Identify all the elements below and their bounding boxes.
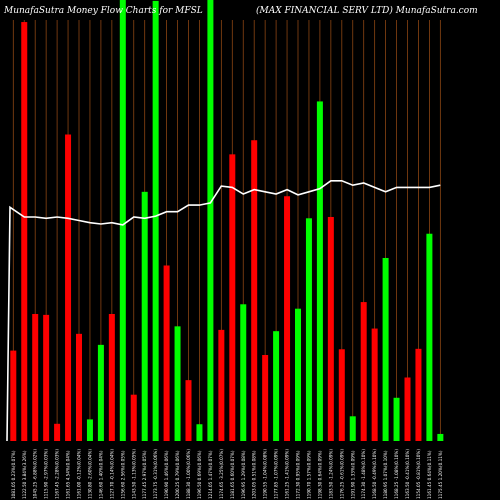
bar-27 [295,308,301,441]
x-tick-label: 1146.60 1.40%(0.04%) [98,450,103,499]
bar-22 [240,304,247,441]
x-tick-label: 1181.65 0.60%(0.07%) [230,450,235,499]
bar-5 [54,423,61,441]
x-tick-label: 1122.50 3.84%(3.26%) [22,450,27,499]
bar-35 [382,257,389,441]
x-tick-label: 1214.05 1.47%(0.07%) [208,450,213,499]
x-tick-label: 1161.65 4.54%(0.04%) [66,450,71,499]
x-tick-label: 1143.50 -1.13%(0.05%) [131,449,136,499]
bar-7 [76,333,82,441]
x-tick-labels: 1081.05 0.23%(0.07%) 1122.50 3.84%(3.26%)… [11,449,443,499]
bar-12 [130,394,137,441]
x-tick-label: 1161.45 0.64%(0.11%) [427,450,432,499]
x-tick-label: 1115.90 -2.97%(0.03%) [44,449,49,499]
bar-26 [284,196,291,441]
x-tick-label: 1167.45 -2.28%(0.03%) [55,449,60,499]
bar-6 [65,134,72,441]
x-tick-label: 1190.90 1.46%(0.06%) [164,450,169,499]
x-tick-label: 1081.05 0.23%(0.07%) [11,450,16,499]
bar-16 [174,326,181,441]
x-tick-label: 1196.50 0.69%(0.06%) [197,450,202,499]
money-flow-line [6,180,441,442]
bar-23 [251,140,258,441]
x-tick-label: 1174.65 -3.25%(0.07%) [219,449,224,499]
bar-18 [196,424,203,441]
x-tick-label: 1156.60 2.56%(0.05%) [120,450,125,499]
x-tick-label: 1176.25 -0.61%(0.09%) [339,449,344,499]
x-tick-label: 1161.00 -0.12%(0.04%) [77,449,82,499]
bar-13 [141,191,148,441]
bar-series [10,0,444,442]
chart-title-right: (MAX FINANCIAL SERV LTD) MunafaSutra.com [256,5,478,16]
bar-34 [371,328,378,441]
bar-28 [305,218,312,441]
x-tick-label: 1173.75 -0.31%(0.06%) [153,449,158,499]
x-tick-label: 1130.80 -2.60%(0.04%) [87,449,92,499]
x-tick-label: 1174.30 -1.48%(0.10%) [361,449,366,499]
x-tick-label: 1177.45 2.97%(0.05%) [142,450,147,499]
x-tick-label: 1172.30 0.95%(0.09%) [296,450,301,499]
bar-36 [393,397,400,441]
x-tick-label: 1200.25 0.79%(0.06%) [175,450,180,499]
bar-4 [43,314,50,441]
x-tick-label: 1177.85 -1.07%(0.09%) [274,449,279,499]
bar-24 [262,355,269,441]
bar-21 [229,154,236,441]
x-tick-label: 1175.45 1.20%(0.11%) [438,450,443,499]
x-tick-label: 1161.25 -1.41%(0.09%) [285,449,290,499]
x-tick-label: 1196.95 1.29%(0.08%) [241,450,246,499]
bar-8 [86,419,93,441]
x-tick-label: 1190.70 1.57%(0.09%) [306,450,311,499]
bar-38 [415,348,422,441]
bar-32 [349,416,356,441]
bar-31 [338,349,345,441]
bar-17 [185,380,192,441]
x-tick-label: 1045.25 -6.88%(0.02%) [33,449,38,499]
bar-14 [152,0,159,442]
bar-11 [119,0,126,441]
x-tick-label: 1163.50 -0.41%(0.10%) [405,449,410,499]
x-tick-label: 1190.55 -1.04%(0.08%) [263,449,268,499]
bar-1 [10,350,17,441]
chart-title-left: MunafaSutra Money Flow Charts for MFSL [3,6,203,16]
x-tick-label: 1183.50 -1.24%(0.09%) [328,449,333,499]
bar-33 [360,302,367,441]
bar-20 [218,329,225,441]
x-tick-label: 1127.70 -0.14%(0.04%) [109,449,114,499]
bar-40 [437,433,444,441]
x-tick-label: 1191.90 1.33%(0.09%) [350,450,355,499]
x-tick-label: 1154.05 -0.81%(0.10%) [416,449,421,499]
x-tick-label: 1188.30 -1.00%(0.06%) [186,449,191,499]
bar-2 [21,22,28,442]
x-tick-label: 1203.05 0.51%(0.08%) [252,450,257,499]
bar-37 [404,377,411,441]
x-tick-label: 1180.95 1.07%(0.10%) [383,450,388,499]
bar-39 [426,233,433,441]
bar-25 [273,331,280,441]
x-tick-label: 1198.30 0.64%(0.09%) [317,450,322,499]
bar-10 [108,313,115,441]
bar-29 [316,101,323,442]
bar-3 [32,313,39,441]
bar-15 [163,265,170,441]
bar-30 [327,216,334,441]
x-tick-label: 1168.50 -0.49%(0.10%) [372,449,377,499]
bar-9 [97,344,104,441]
x-tick-label: 1168.25 -1.08%(0.10%) [394,449,399,499]
bar-19 [207,0,214,441]
